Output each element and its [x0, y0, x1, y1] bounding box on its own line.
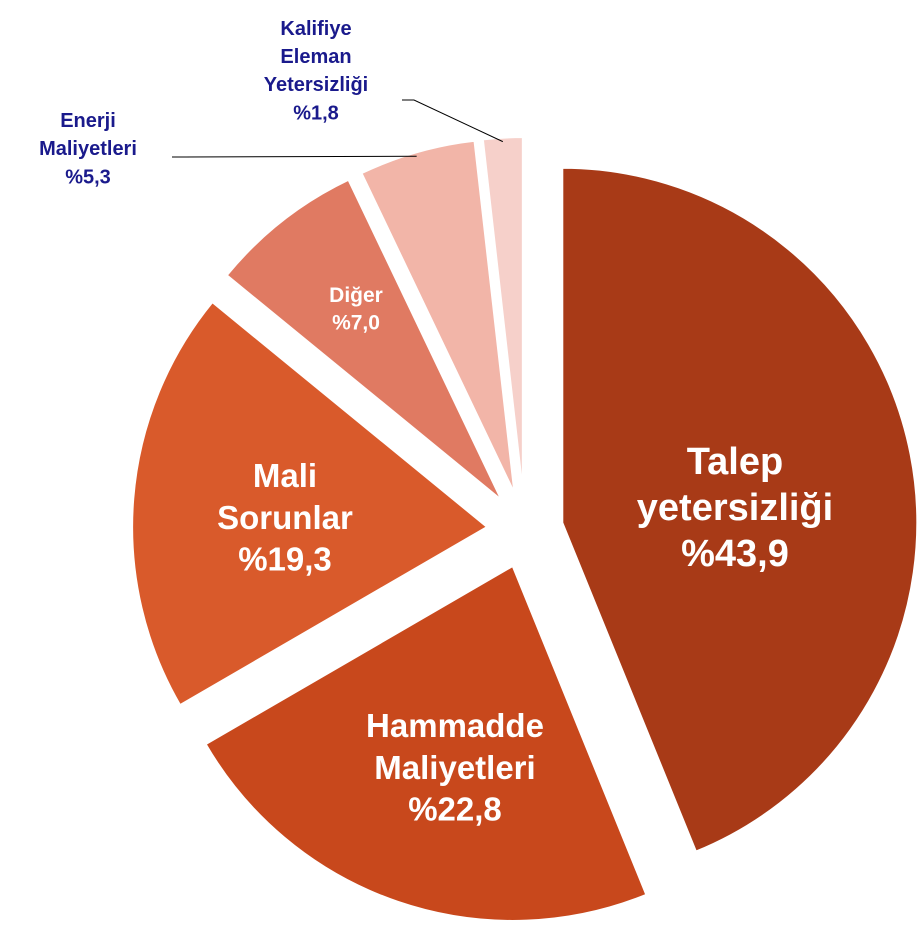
slice-value-label: %5,3: [65, 166, 111, 188]
slice-label: Hammadde Maliyetleri: [366, 707, 544, 786]
slice-value-label: %43,9: [681, 533, 789, 575]
pie-slice: [204, 564, 648, 922]
slice-label: Talep yetersizliği: [637, 441, 833, 529]
pie-slice: [360, 139, 516, 494]
slice-value-label: %1,8: [293, 102, 339, 124]
slice-label: Diğer: [329, 284, 383, 307]
slice-label: Kalifiye Eleman Yetersizliği: [264, 18, 369, 96]
pie-slice: [481, 136, 524, 493]
slice-value-label: %19,3: [238, 541, 332, 578]
slice-value-label: %7,0: [332, 312, 380, 335]
leader-line: [172, 155, 417, 158]
slice-label: Mali Sorunlar: [217, 457, 353, 536]
leader-line: [402, 99, 504, 143]
pie-slice: [225, 178, 503, 501]
slice-value-label: %22,8: [408, 791, 502, 828]
pie-slice: [131, 300, 489, 707]
pie-slice: [561, 166, 918, 853]
slice-label: Enerji Maliyetleri: [39, 110, 137, 160]
